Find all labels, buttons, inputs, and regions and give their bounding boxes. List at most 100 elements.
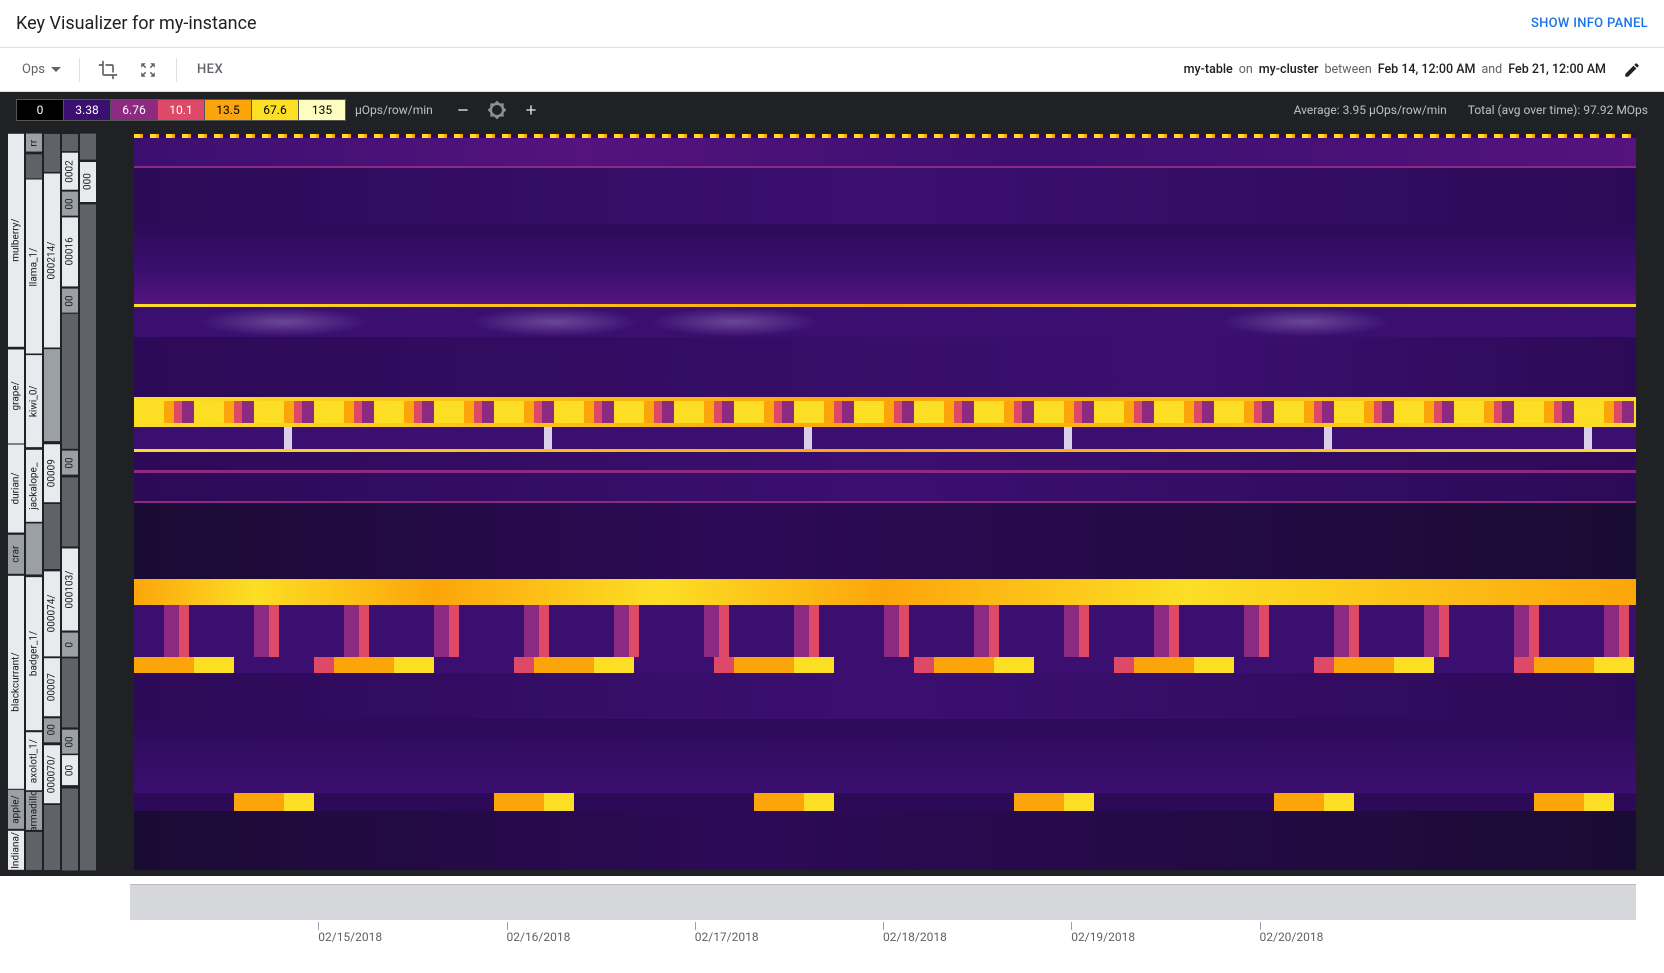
heat-band xyxy=(134,307,1636,337)
axis-segment[interactable] xyxy=(44,504,60,569)
axis-segment[interactable]: rr xyxy=(26,134,42,152)
metric-label: Ops xyxy=(22,62,45,77)
hex-toggle[interactable]: HEX xyxy=(197,62,223,77)
axis-column-4: 000200000160000000103/00000 xyxy=(62,134,78,870)
axis-segment[interactable]: 00016 xyxy=(62,217,78,286)
heat-band xyxy=(134,138,1636,166)
context-start: Feb 14, 12:00 AM xyxy=(1378,62,1476,77)
axis-segment[interactable] xyxy=(26,154,42,178)
context-and: and xyxy=(1481,62,1502,77)
axis-segment[interactable] xyxy=(26,832,42,870)
legend-stop: 135 xyxy=(298,99,346,121)
heat-band xyxy=(134,401,1636,423)
pencil-icon xyxy=(1623,61,1641,79)
axis-segment[interactable]: jackalope_ xyxy=(26,450,42,522)
axis-segment[interactable]: 0002 xyxy=(62,153,78,190)
zoom-in-button[interactable] xyxy=(519,98,543,122)
axis-segment[interactable]: mulberry/ xyxy=(8,134,24,347)
time-axis-strip: 02/15/201802/16/201802/17/201802/18/2018… xyxy=(0,876,1664,973)
separator xyxy=(79,58,80,82)
brightness-button[interactable] xyxy=(485,98,509,122)
axis-segment[interactable] xyxy=(62,658,78,727)
heat-band xyxy=(134,337,1636,397)
toolbar-context: my-table on my-cluster between Feb 14, 1… xyxy=(1184,54,1648,86)
brightness-icon xyxy=(487,100,507,120)
axis-segment[interactable]: 00 xyxy=(44,718,60,742)
heatmap-container[interactable] xyxy=(134,134,1636,870)
time-tick: 02/16/2018 xyxy=(507,930,571,944)
axis-segment[interactable]: 000070/ xyxy=(44,745,60,803)
axis-segment[interactable]: 00 xyxy=(62,289,78,313)
axis-segment[interactable] xyxy=(80,204,96,870)
heat-band xyxy=(134,719,1636,793)
axis-column-2: rr llama_1/kiwi_0/jackalope_ badger_1/axol… xyxy=(26,134,42,870)
time-tick: 02/20/2018 xyxy=(1260,930,1324,944)
time-axis[interactable]: 02/15/201802/16/201802/17/201802/18/2018… xyxy=(130,876,1636,973)
axis-segment[interactable]: 000103/ xyxy=(62,548,78,630)
axis-segment[interactable] xyxy=(44,134,60,172)
zoom-controls xyxy=(451,98,543,122)
legend-stop: 13.5 xyxy=(204,99,252,121)
axis-segment[interactable] xyxy=(80,134,96,160)
legend-unit: µOps/row/min xyxy=(355,103,433,117)
axis-segment[interactable]: armadillo xyxy=(26,792,42,830)
legend-bar: 03.386.7610.113.567.6135 µOps/row/min Av… xyxy=(0,92,1664,128)
axis-segment[interactable]: 00 xyxy=(62,730,78,754)
crop-button[interactable] xyxy=(92,54,124,86)
axis-segment[interactable]: 000214/ xyxy=(44,174,60,348)
axis-segment[interactable]: axolotl_1/ xyxy=(26,732,42,790)
heat-band xyxy=(134,503,1636,579)
context-end: Feb 21, 12:00 AM xyxy=(1508,62,1606,77)
axis-segment[interactable] xyxy=(62,788,78,870)
axis-segment[interactable]: badger_1/ xyxy=(26,577,42,730)
axis-segment[interactable]: 00 xyxy=(62,755,78,785)
axis-segment[interactable] xyxy=(26,523,42,574)
axis-segment[interactable]: llama_1/ xyxy=(26,180,42,354)
heat-band xyxy=(134,811,1636,870)
axis-segment[interactable]: kiwi_0/ xyxy=(26,355,42,447)
heat-band xyxy=(134,673,1636,719)
axis-segment[interactable]: apple/ xyxy=(8,790,24,829)
stat-average: Average: 3.95 µOps/row/min xyxy=(1294,103,1447,117)
legend-stop: 6.76 xyxy=(110,99,158,121)
axis-segment[interactable]: 00 xyxy=(62,192,78,216)
context-between: between xyxy=(1324,62,1371,77)
time-tick: 02/15/2018 xyxy=(318,930,382,944)
heat-band xyxy=(134,605,1636,657)
axis-segment[interactable] xyxy=(44,349,60,441)
legend-stop: 67.6 xyxy=(251,99,299,121)
context-table: my-table xyxy=(1184,62,1233,77)
time-tick: 02/19/2018 xyxy=(1071,930,1135,944)
axis-segment[interactable]: durian/ xyxy=(8,445,24,533)
axis-segment[interactable]: 00009 xyxy=(44,444,60,502)
axis-segment[interactable]: 00 xyxy=(62,451,78,475)
heat-band xyxy=(134,793,1636,811)
axis-segment[interactable]: crar xyxy=(8,535,24,574)
row-key-axis[interactable]: mulberry/grape/durian/crar blackcurrant/a… xyxy=(0,128,130,876)
stat-total: Total (avg over time): 97.92 MOps xyxy=(1468,103,1648,117)
axis-segment[interactable] xyxy=(62,134,78,151)
axis-column-3: 000214/00009 000074/00007 00 000070/ xyxy=(44,134,60,870)
expand-button[interactable] xyxy=(132,54,164,86)
metric-dropdown[interactable]: Ops xyxy=(16,58,67,81)
heat-band xyxy=(134,427,1636,449)
axis-segment[interactable] xyxy=(62,477,78,546)
axis-segment[interactable]: 00007 xyxy=(44,658,60,716)
axis-segment[interactable]: blackcurrant/ xyxy=(8,576,24,789)
plus-icon xyxy=(523,102,539,118)
page-title: Key Visualizer for my-instance xyxy=(16,13,257,34)
heat-band xyxy=(134,473,1636,501)
axis-segment[interactable]: 000074/ xyxy=(44,571,60,656)
axis-segment[interactable]: 0 xyxy=(62,633,78,657)
axis-segment[interactable]: grape/ xyxy=(8,349,24,443)
toolbar: Ops HEX my-table on my-cluster between F… xyxy=(0,48,1664,92)
edit-range-button[interactable] xyxy=(1616,54,1648,86)
axis-column-1: mulberry/grape/durian/crar blackcurrant/a… xyxy=(8,134,24,870)
legend-stop: 10.1 xyxy=(157,99,205,121)
zoom-out-button[interactable] xyxy=(451,98,475,122)
axis-segment[interactable]: 000 xyxy=(80,162,96,202)
axis-segment[interactable]: Indiana/ xyxy=(8,831,24,870)
axis-segment[interactable] xyxy=(62,314,78,449)
show-info-panel-link[interactable]: SHOW INFO PANEL xyxy=(1531,16,1648,31)
axis-segment[interactable] xyxy=(44,805,60,870)
